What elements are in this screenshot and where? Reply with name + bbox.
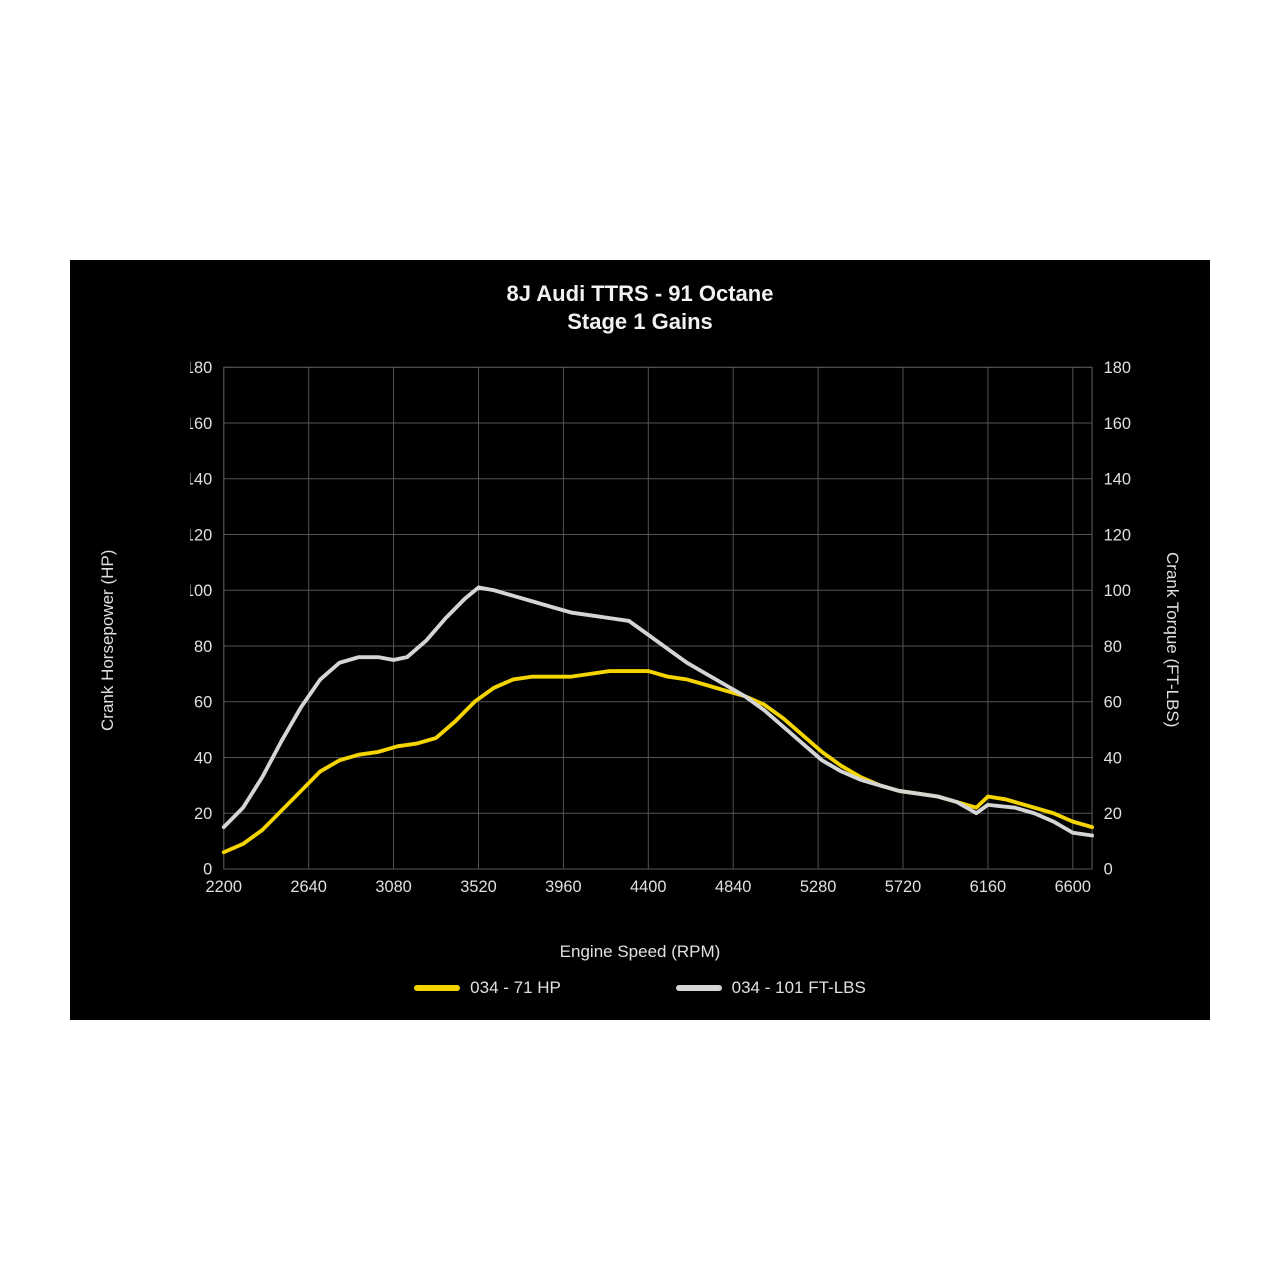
svg-text:140: 140 [1104, 471, 1131, 489]
svg-text:2200: 2200 [206, 878, 242, 896]
svg-text:160: 160 [190, 415, 212, 433]
legend-item-tq: 034 - 101 FT-LBS [676, 978, 866, 998]
svg-text:160: 160 [1104, 415, 1131, 433]
svg-text:180: 180 [1104, 359, 1131, 377]
svg-text:2640: 2640 [290, 878, 326, 896]
svg-text:3960: 3960 [545, 878, 581, 896]
svg-text:5720: 5720 [885, 878, 921, 896]
svg-text:60: 60 [194, 694, 212, 712]
svg-text:40: 40 [194, 749, 212, 767]
chart-title: 8J Audi TTRS - 91 Octane Stage 1 Gains [70, 280, 1210, 335]
svg-text:3520: 3520 [460, 878, 496, 896]
legend-label-tq: 034 - 101 FT-LBS [732, 978, 866, 998]
svg-text:0: 0 [203, 861, 212, 879]
title-line-2: Stage 1 Gains [567, 309, 713, 334]
svg-text:60: 60 [1104, 694, 1122, 712]
outer-frame: 8J Audi TTRS - 91 Octane Stage 1 Gains C… [67, 67, 1213, 1213]
svg-text:5280: 5280 [800, 878, 836, 896]
svg-text:20: 20 [1104, 805, 1122, 823]
y-axis-right-label: Crank Torque (FT-LBS) [1162, 520, 1182, 760]
svg-text:40: 40 [1104, 749, 1122, 767]
svg-text:6160: 6160 [970, 878, 1006, 896]
svg-text:4400: 4400 [630, 878, 666, 896]
legend-swatch-tq [676, 985, 722, 991]
svg-text:120: 120 [1104, 526, 1131, 544]
svg-text:4840: 4840 [715, 878, 751, 896]
svg-text:80: 80 [1104, 638, 1122, 656]
x-axis-label: Engine Speed (RPM) [70, 942, 1210, 962]
legend: 034 - 71 HP 034 - 101 FT-LBS [70, 976, 1210, 998]
legend-item-hp: 034 - 71 HP [414, 978, 561, 998]
svg-text:6600: 6600 [1055, 878, 1091, 896]
svg-text:100: 100 [1104, 582, 1131, 600]
legend-swatch-hp [414, 985, 460, 991]
svg-text:20: 20 [194, 805, 212, 823]
svg-text:120: 120 [190, 526, 212, 544]
svg-text:0: 0 [1104, 861, 1113, 879]
dyno-chart: 8J Audi TTRS - 91 Octane Stage 1 Gains C… [70, 260, 1210, 1020]
y-axis-left-label: Crank Horsepower (HP) [98, 520, 118, 760]
plot-area: 2200 2640 3080 3520 3960 4400 4840 5280 5720 6160… [190, 350, 1150, 920]
svg-text:140: 140 [190, 471, 212, 489]
title-line-1: 8J Audi TTRS - 91 Octane [507, 281, 774, 306]
svg-text:100: 100 [190, 582, 212, 600]
svg-text:80: 80 [194, 638, 212, 656]
legend-label-hp: 034 - 71 HP [470, 978, 561, 998]
svg-text:3080: 3080 [375, 878, 411, 896]
svg-text:180: 180 [190, 359, 212, 377]
